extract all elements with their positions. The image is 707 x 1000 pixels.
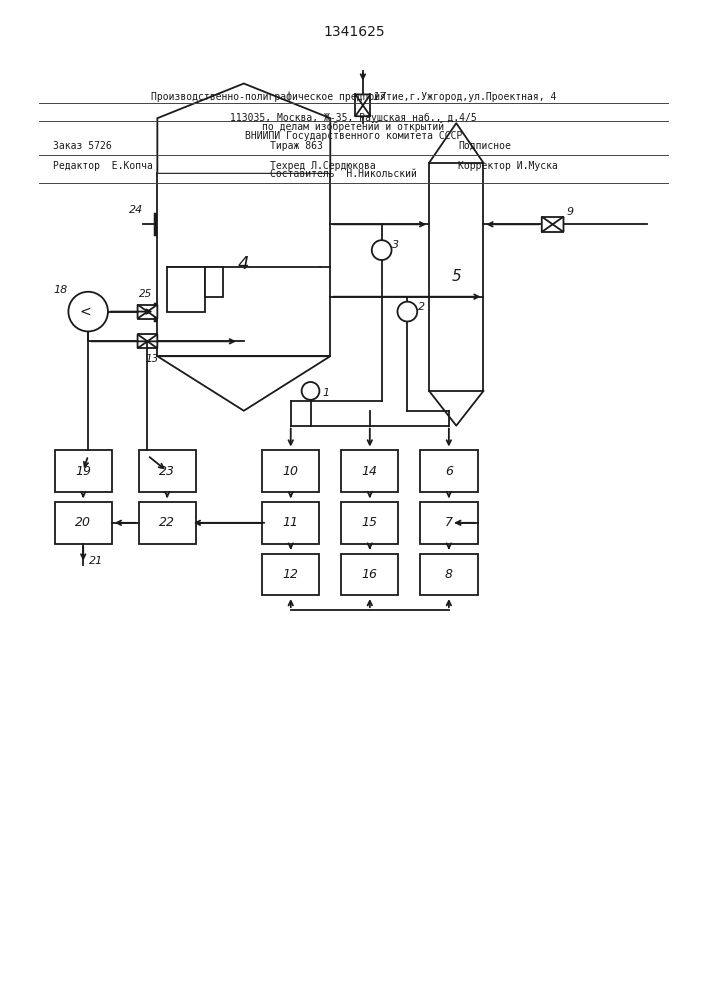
Text: 21: 21 <box>89 556 103 566</box>
Text: 1341625: 1341625 <box>323 25 385 39</box>
Text: Составитель  Н.Никольский: Составитель Н.Никольский <box>269 169 416 179</box>
Bar <box>54 450 112 492</box>
Polygon shape <box>553 217 563 232</box>
Polygon shape <box>356 105 370 116</box>
Bar <box>262 502 320 544</box>
Text: 9: 9 <box>567 207 574 217</box>
Bar <box>262 554 320 595</box>
Text: 12: 12 <box>283 568 299 581</box>
Text: Заказ 5726: Заказ 5726 <box>53 141 112 151</box>
Text: 16: 16 <box>362 568 378 581</box>
Circle shape <box>372 240 392 260</box>
Text: Техред Л.Сердюкова: Техред Л.Сердюкова <box>269 161 375 171</box>
Circle shape <box>69 292 108 331</box>
Text: 11: 11 <box>283 516 299 529</box>
Bar <box>205 267 223 297</box>
Polygon shape <box>148 305 158 319</box>
Text: 24: 24 <box>129 205 143 215</box>
Text: <: < <box>79 305 91 319</box>
Text: 14: 14 <box>362 465 378 478</box>
Text: 1: 1 <box>323 388 330 398</box>
Text: 17: 17 <box>373 92 387 102</box>
Polygon shape <box>158 84 330 173</box>
Bar <box>262 450 320 492</box>
Text: 23: 23 <box>159 465 175 478</box>
Bar <box>420 502 477 544</box>
Bar <box>341 502 399 544</box>
Polygon shape <box>542 217 553 232</box>
Bar <box>341 450 399 492</box>
Text: Корректор И.Муска: Корректор И.Муска <box>458 161 558 171</box>
Bar <box>420 450 477 492</box>
Polygon shape <box>158 356 330 411</box>
Text: 25: 25 <box>139 289 152 299</box>
Polygon shape <box>148 334 158 348</box>
Text: 5: 5 <box>451 269 461 284</box>
Bar <box>54 502 112 544</box>
Polygon shape <box>158 84 330 173</box>
Text: 13: 13 <box>146 354 159 364</box>
Polygon shape <box>138 305 148 319</box>
Text: 10: 10 <box>283 465 299 478</box>
Bar <box>168 267 205 312</box>
Text: ВНИИПИ Государственного комитета СССР: ВНИИПИ Государственного комитета СССР <box>245 131 462 141</box>
Bar <box>341 554 399 595</box>
Circle shape <box>302 382 320 400</box>
Text: Подписное: Подписное <box>458 141 511 151</box>
Text: 18: 18 <box>53 285 68 295</box>
Text: 22: 22 <box>159 516 175 529</box>
Polygon shape <box>138 334 148 348</box>
Text: 2: 2 <box>418 302 425 312</box>
Text: 19: 19 <box>75 465 91 478</box>
Text: 3: 3 <box>392 240 399 250</box>
Bar <box>158 173 330 356</box>
Text: 113035, Москва, Ж-35, Раушская наб., д.4/5: 113035, Москва, Ж-35, Раушская наб., д.4… <box>230 113 477 123</box>
Circle shape <box>397 302 417 321</box>
Text: Тираж 863: Тираж 863 <box>269 141 322 151</box>
Bar <box>139 502 196 544</box>
Text: по делам изобретений и открытий: по делам изобретений и открытий <box>262 122 445 132</box>
Text: 6: 6 <box>445 465 453 478</box>
Text: 7: 7 <box>445 516 453 529</box>
Bar <box>139 450 196 492</box>
Text: 20: 20 <box>75 516 91 529</box>
Text: Производственно-полиграфическое предприятие,г.Ужгород,ул.Проектная, 4: Производственно-полиграфическое предприя… <box>151 91 556 102</box>
Bar <box>420 554 477 595</box>
Polygon shape <box>356 94 370 105</box>
Text: 15: 15 <box>362 516 378 529</box>
Text: Редактор  Е.Копча: Редактор Е.Копча <box>53 161 153 171</box>
Bar <box>429 163 484 391</box>
Text: 8: 8 <box>445 568 453 581</box>
Text: 4: 4 <box>238 255 250 273</box>
